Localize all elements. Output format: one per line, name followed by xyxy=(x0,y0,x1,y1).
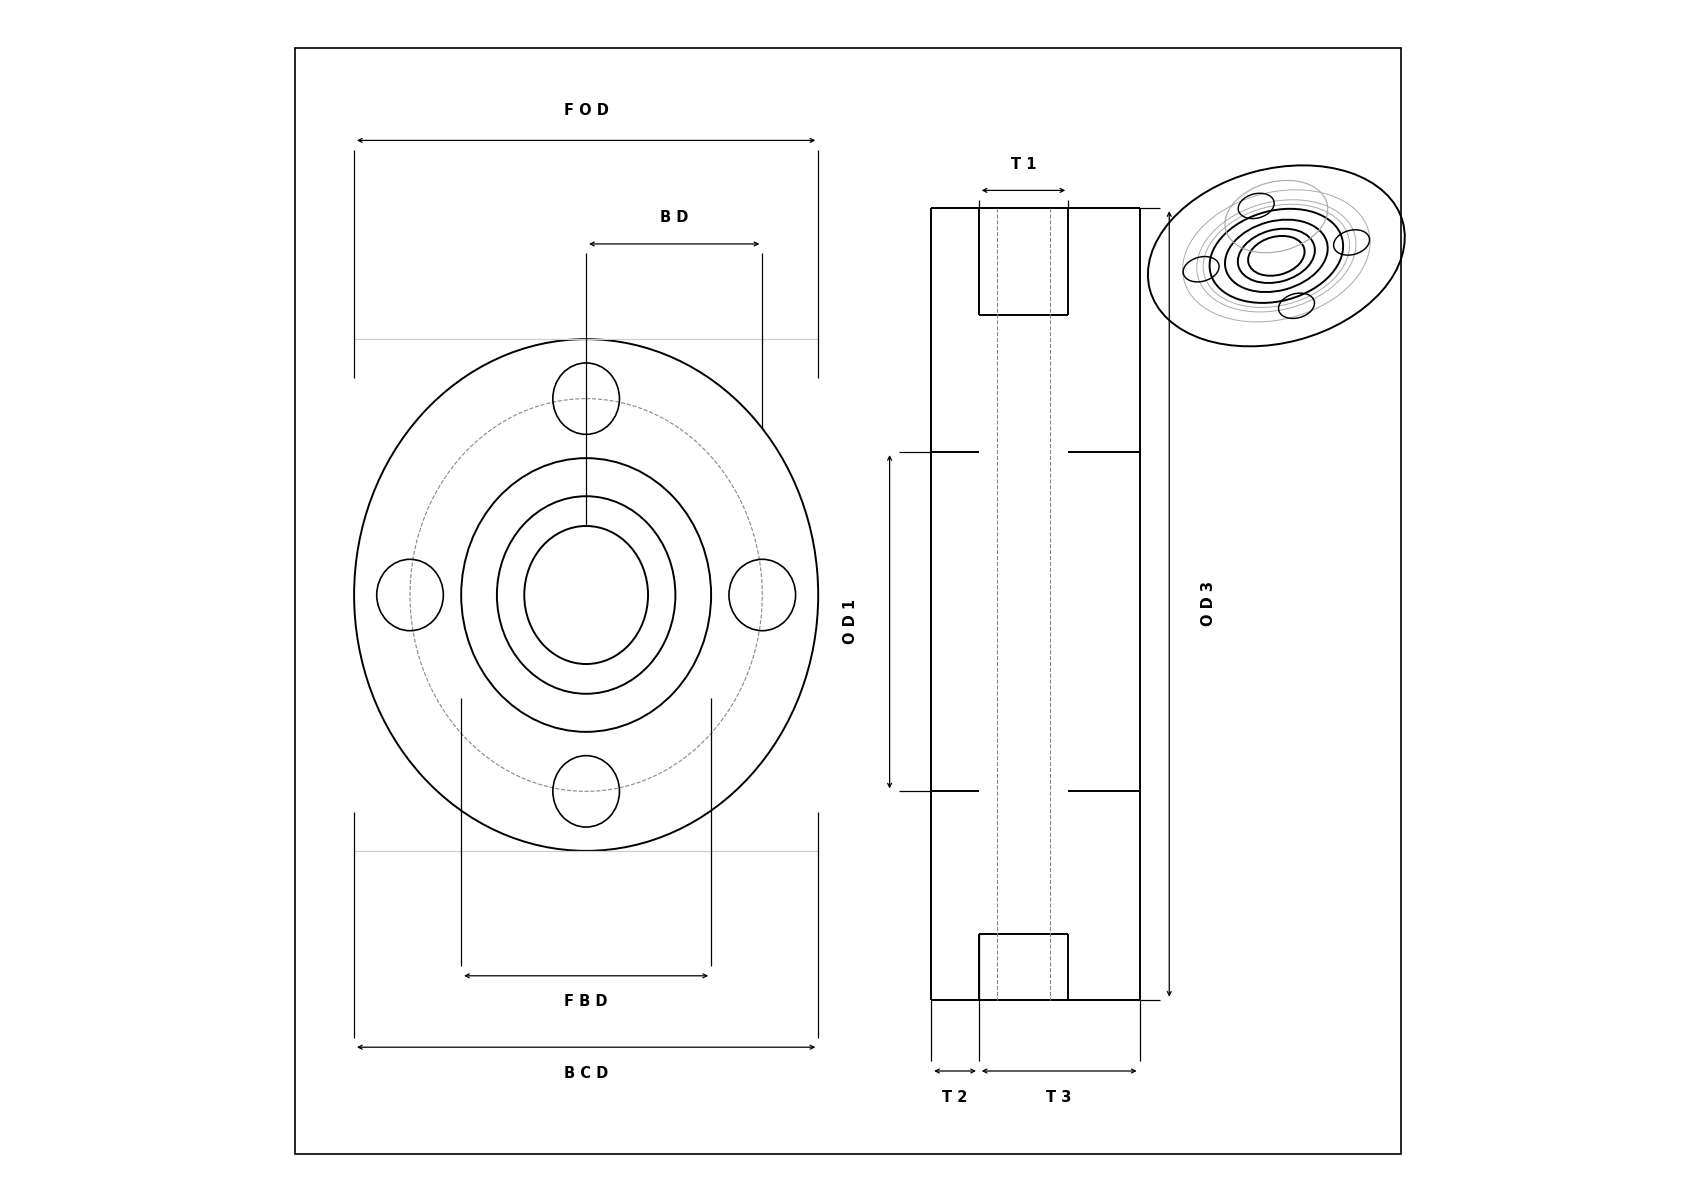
Text: B C D: B C D xyxy=(564,1066,608,1081)
Text: F B D: F B D xyxy=(564,995,608,1009)
Text: F O D: F O D xyxy=(564,104,608,118)
Text: B D: B D xyxy=(660,211,689,225)
Text: T 1: T 1 xyxy=(1010,157,1036,171)
Text: T 3: T 3 xyxy=(1046,1090,1071,1104)
Text: T 2: T 2 xyxy=(943,1090,968,1104)
Text: O D 3: O D 3 xyxy=(1201,582,1216,626)
Text: O D 1: O D 1 xyxy=(842,600,857,644)
